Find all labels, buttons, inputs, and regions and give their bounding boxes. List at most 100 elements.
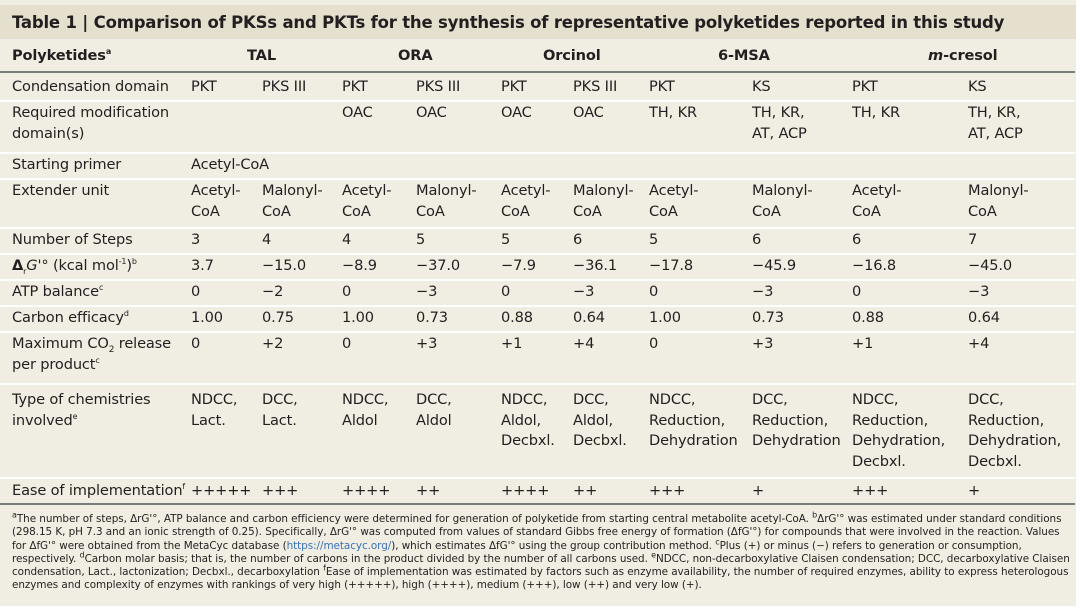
table-cell: −2 [262,283,284,300]
table-cell: Acetyl-CoA [342,182,392,220]
table-cell: NDCC, Lact. [191,391,238,429]
table-cell: NDCC, Aldol, Decbxl. [501,391,555,449]
table-cell: +++++ [191,482,252,499]
row-label: Carbon efficacyd [12,309,129,326]
footnote-e: NDCC, non-decarboxylative Claisen conden… [12,552,1070,579]
table-cell: +4 [573,335,595,352]
table-cell: PKT [191,78,217,95]
table-cell: + [968,482,981,499]
table-cell: DCC, Aldol, Decbxl. [573,391,627,449]
table-cell: 0 [342,335,352,352]
table-cell: 1.00 [191,309,223,326]
table-cell: 4 [342,231,352,248]
header-tal: TAL [247,47,276,64]
row-divider [0,383,1075,385]
table-cell: + [752,482,765,499]
table-cell: −37.0 [416,257,460,274]
row-label: ATP balancec [12,283,104,300]
table-cell: TH, KR, AT, ACP [968,104,1023,142]
table-cell: 0 [191,335,201,352]
table-cell: Malonyl- CoA [968,182,1029,220]
table-cell: TH, KR [852,104,900,121]
table-cell: ++ [416,482,441,499]
row-label: Extender unit [12,182,110,199]
table-cell: KS [968,78,987,95]
row-divider [0,305,1075,307]
table-cell: −3 [968,283,990,300]
table-cell: OAC [416,104,447,121]
table-cell: 5 [501,231,511,248]
table-cell: +++ [262,482,299,499]
table-cell: Malonyl- CoA [573,182,634,220]
table-cell: OAC [342,104,373,121]
metacyc-link[interactable]: https://metacyc.org/ [286,539,392,552]
table-cell: 0 [501,283,511,300]
table-cell: −45.9 [752,257,796,274]
table-cell: +3 [752,335,774,352]
table-cell: 0.64 [968,309,1000,326]
table-cell: −36.1 [573,257,617,274]
row-divider [0,279,1075,281]
table-cell: PKT [342,78,368,95]
table-cell: 3.7 [191,257,214,274]
table-cell: Acetyl-CoA [649,182,699,220]
table-cell: 0 [342,283,352,300]
footnote-f: Ease of implementation was estimated by … [12,566,1069,592]
table-cell: 0.88 [501,309,533,326]
table-cell: +1 [501,335,523,352]
table-cell: Malonyl- CoA [416,182,477,220]
table-cell: TH, KR [649,104,697,121]
row-label: Ease of implementationf [12,482,186,499]
table-cell: −7.9 [501,257,536,274]
table-cell: Acetyl-CoA [501,182,551,220]
table-cell: −8.9 [342,257,377,274]
table-cell: TH, KR, AT, ACP [752,104,807,142]
row-divider [0,178,1075,180]
table-cell: 0.88 [852,309,884,326]
header-mcresol: m-cresol [928,47,998,64]
table-cell: 7 [968,231,978,248]
table-cell: 6 [573,231,583,248]
table-cell: +1 [852,335,874,352]
table-cell: +++ [852,482,889,499]
title-band [0,5,1080,39]
table-cell: KS [752,78,771,95]
header-ora: ORA [398,47,433,64]
bottom-band [0,606,1080,614]
footnote-a: The number of steps, ΔrG'°, ATP balance … [16,513,809,525]
table-cell: −3 [416,283,438,300]
row-label: Starting primer [12,156,122,173]
table-cell: OAC [573,104,604,121]
table-cell: +++ [649,482,686,499]
right-edge [1076,0,1080,614]
table-cell: 3 [191,231,201,248]
table-cell: Malonyl- CoA [752,182,813,220]
table-cell: 0 [649,335,659,352]
table-cell: 0 [852,283,862,300]
table-cell: PKT [649,78,675,95]
table-cell: −3 [752,283,774,300]
footnote-b-end: ), which estimates ΔfG'° using the group… [391,539,712,552]
table-cell: 0 [191,283,201,300]
row-divider [0,331,1075,333]
table-cell: 0.64 [573,309,605,326]
table-cell: PKS III [573,78,618,95]
table-cell: 1.00 [649,309,681,326]
table-cell: 1.00 [342,309,374,326]
table-cell: 0.73 [752,309,784,326]
table-cell: OAC [501,104,532,121]
table-cell: PKS III [416,78,461,95]
row-label: Condensation domain [12,78,169,95]
table-cell: DCC, Reduction, Dehydration, Decbxl. [968,391,1062,470]
table-cell: −17.8 [649,257,693,274]
table-cell: −16.8 [852,257,896,274]
table-cell: Malonyl- CoA [262,182,323,220]
table-cell: NDCC, Reduction, Dehydration [649,391,738,449]
table-cell: PKT [852,78,878,95]
table-cell: −15.0 [262,257,306,274]
table-cell: −45.0 [968,257,1012,274]
row-divider [0,152,1075,154]
table-cell: NDCC, Reduction, Dehydration, Decbxl. [852,391,946,470]
table-cell: 0.73 [416,309,448,326]
table-cell: 5 [649,231,659,248]
